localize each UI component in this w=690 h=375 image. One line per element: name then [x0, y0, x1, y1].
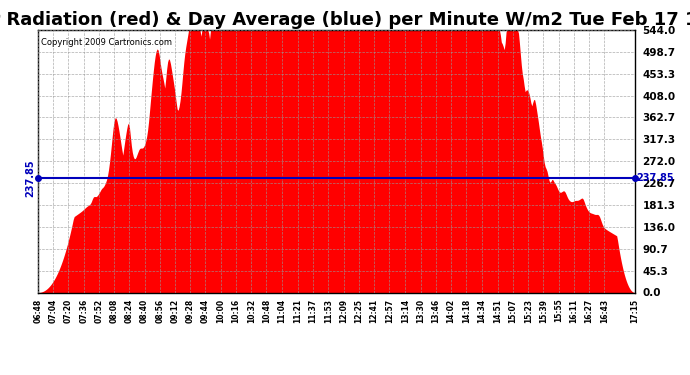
Text: Copyright 2009 Cartronics.com: Copyright 2009 Cartronics.com [41, 38, 172, 47]
Text: 237.85: 237.85 [636, 173, 673, 183]
Text: Solar Radiation (red) & Day Average (blue) per Minute W/m2 Tue Feb 17 17:22: Solar Radiation (red) & Day Average (blu… [0, 11, 690, 29]
Text: 237.85: 237.85 [25, 159, 35, 196]
